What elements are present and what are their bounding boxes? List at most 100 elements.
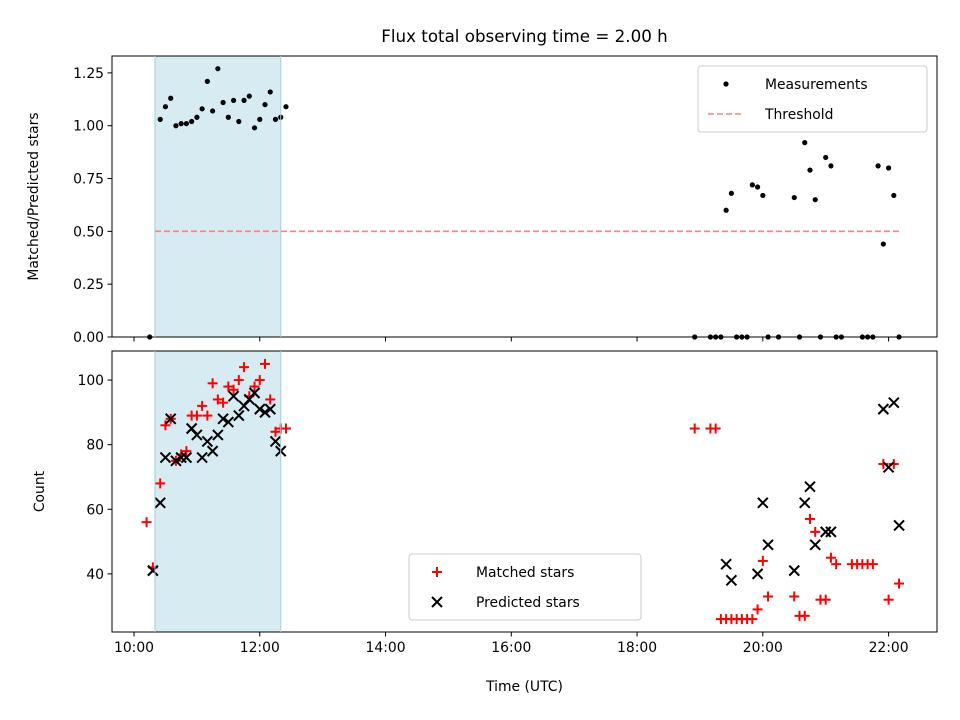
predicted-star-point (269, 435, 282, 448)
measurement-point (194, 114, 200, 120)
legend-item-threshold: Threshold (708, 107, 833, 123)
top-legend: Measurements Threshold (697, 65, 928, 133)
bottom-axis-ticks: 40 60 80 100 10:00 12:00 14:00 16:00 18:00 20:00 2… (77, 373, 908, 656)
predicted-star-point (819, 526, 832, 538)
measurement-point (173, 123, 179, 129)
measurement-point (225, 114, 231, 120)
measurement-point (823, 154, 829, 161)
matched-star-point (239, 362, 250, 373)
matched-star-point (831, 559, 842, 570)
matched-star-point (867, 559, 878, 570)
measurement-point (157, 116, 163, 122)
matched-star-point (191, 410, 202, 421)
matched-star-point (265, 394, 276, 405)
matched-star-point (260, 358, 271, 369)
predicted-star-point (206, 445, 219, 457)
matched-star-point (763, 591, 774, 602)
predicted-star-point (222, 416, 235, 428)
predicted-star-point (725, 574, 738, 587)
matched-star-point (810, 526, 821, 537)
x-tick-label: 14:00 (366, 640, 406, 656)
matched-star-point (181, 446, 192, 457)
matched-star-point (747, 614, 758, 625)
top-shaded-interval (154, 56, 281, 337)
top-y-axis-label: Matched/Predicted stars (26, 112, 42, 280)
measurement-point (791, 194, 797, 201)
measurement-point (812, 197, 818, 203)
legend-label: Threshold (764, 107, 833, 123)
predicted-star-point (175, 451, 187, 464)
predicted-star-point (254, 403, 266, 415)
x-tick-label: 22:00 (869, 640, 909, 656)
measurement-point (257, 116, 263, 122)
measurement-point (875, 163, 881, 169)
measurement-point (230, 97, 237, 103)
y-tick-label: 40 (86, 567, 104, 583)
matched-star-point (710, 423, 721, 434)
predicted-star-point (201, 435, 214, 448)
matched-star-point (270, 426, 281, 437)
predicted-star-point (882, 461, 895, 473)
y-tick-label: 100 (77, 373, 104, 389)
measurement-point (215, 66, 221, 72)
matched-star-point (752, 604, 763, 615)
top-data-marks (147, 66, 902, 340)
measurement-point (246, 93, 252, 99)
predicted-star-point (877, 403, 890, 415)
predicted-star-point (259, 406, 271, 419)
matched-star-point (141, 517, 152, 528)
x-axis-label: Time (UTC) (485, 679, 563, 695)
predicted-star-point (154, 497, 166, 509)
measurement-point (802, 140, 808, 146)
measurement-point (749, 182, 755, 188)
matched-star-point (894, 578, 905, 589)
measurement-point (728, 190, 734, 196)
measurement-point (183, 121, 190, 127)
matched-star-point (789, 591, 800, 602)
predicted-star-point (170, 455, 182, 467)
matched-star-point (223, 381, 234, 392)
measurement-point (828, 163, 834, 169)
predicted-star-point (788, 564, 800, 577)
predicted-star-point (762, 539, 774, 551)
predicted-star-point (164, 413, 177, 425)
matched-star-point (825, 552, 836, 563)
measurement-point (885, 165, 892, 171)
y-tick-label: 1.00 (73, 119, 104, 135)
matched-star-point (689, 423, 700, 434)
predicted-star-point (264, 403, 276, 415)
matched-star-point (155, 478, 166, 489)
series-predicted-stars (147, 387, 905, 587)
predicted-star-point (825, 526, 837, 538)
top-axes-frame (111, 55, 938, 338)
bottom-shaded-interval (154, 351, 281, 632)
bottom-axes-frame (111, 350, 938, 633)
predicted-star-point (227, 390, 240, 402)
y-tick-label: 0.25 (73, 277, 104, 293)
y-tick-label: 1.25 (73, 66, 104, 82)
bottom-data-marks (141, 358, 905, 625)
bottom-legend: Matched stars Predicted stars (408, 553, 642, 621)
top-panel: 0.00 0.25 0.50 0.75 1.00 1.25 Flux total obse… (26, 26, 938, 346)
measurement-point (189, 118, 195, 125)
predicted-star-point (799, 497, 811, 509)
y-tick-label: 60 (86, 502, 104, 518)
measurement-point (178, 121, 184, 127)
predicted-star-point (196, 451, 208, 464)
measurement-point (236, 118, 242, 125)
matched-star-point (254, 375, 265, 386)
measurement-point (220, 99, 226, 106)
predicted-star-point (888, 396, 900, 409)
measurement-point (754, 184, 761, 190)
predicted-star-point (147, 564, 159, 577)
bottom-panel: 40 60 80 100 10:00 12:00 14:00 16:00 18:00 20:00 2… (32, 350, 938, 695)
measurement-point (283, 104, 289, 110)
legend-label: Measurements (765, 77, 868, 93)
measurement-point (251, 125, 258, 131)
predicted-star-point (893, 519, 905, 532)
y-tick-label: 80 (86, 438, 104, 454)
matched-star-point (202, 410, 213, 421)
y-tick-label: 0.75 (73, 172, 104, 188)
matched-star-point (218, 397, 229, 408)
